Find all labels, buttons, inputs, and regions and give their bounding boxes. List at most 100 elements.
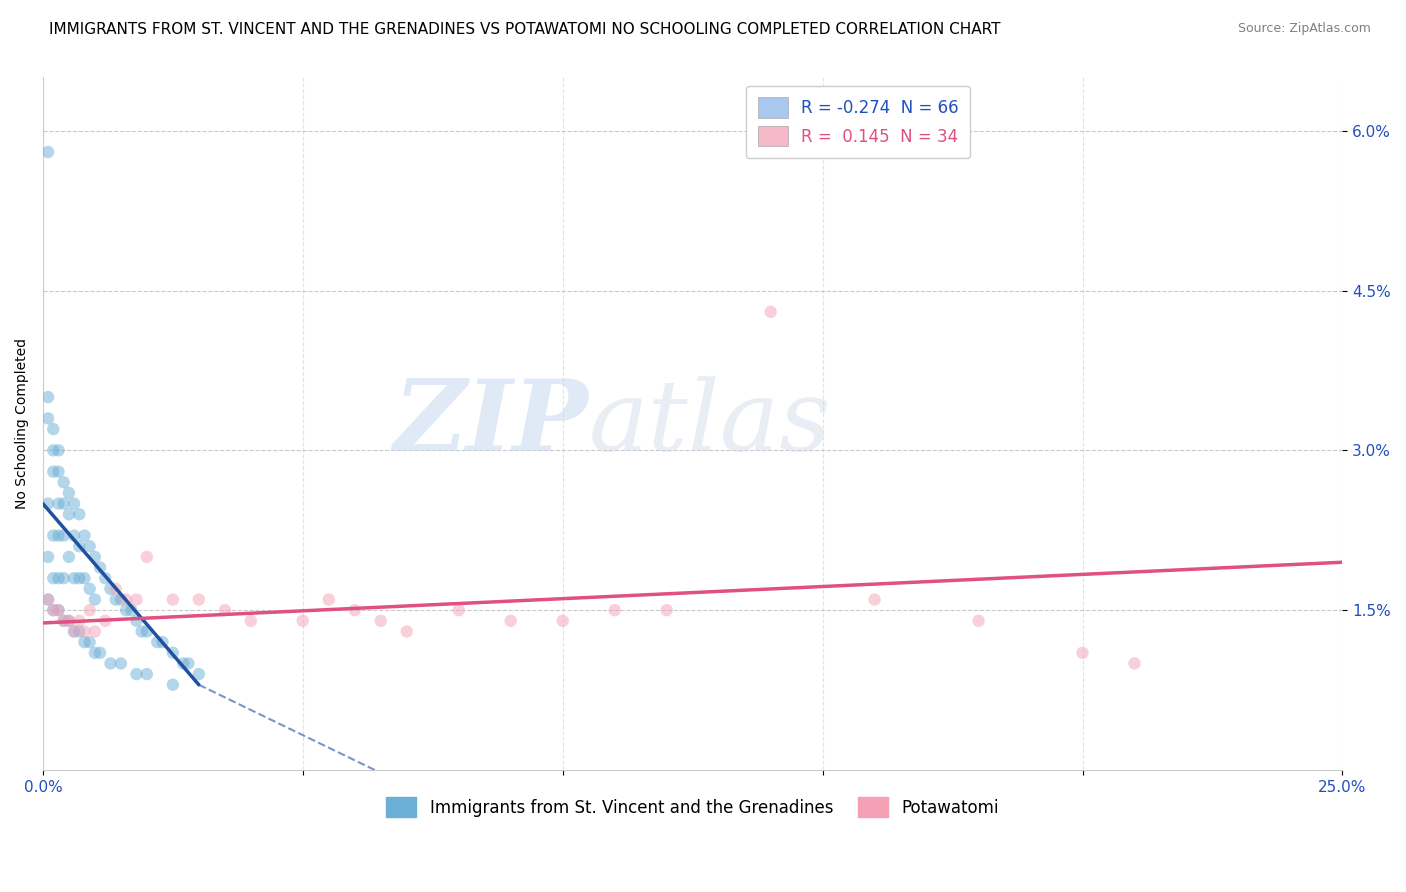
Point: [42, 603, 65, 617]
Point: [759, 305, 782, 319]
Point: [239, 614, 262, 628]
Point: [73, 571, 96, 585]
Point: [48, 497, 70, 511]
Point: [73, 635, 96, 649]
Point: [343, 603, 366, 617]
Point: [79, 582, 101, 596]
Point: [37, 592, 59, 607]
Point: [52, 475, 75, 490]
Point: [48, 528, 70, 542]
Point: [89, 646, 111, 660]
Point: [42, 603, 65, 617]
Text: atlas: atlas: [589, 376, 831, 471]
Point: [1123, 657, 1146, 671]
Text: Source: ZipAtlas.com: Source: ZipAtlas.com: [1237, 22, 1371, 36]
Point: [447, 603, 470, 617]
Point: [79, 603, 101, 617]
Point: [48, 603, 70, 617]
Point: [172, 657, 194, 671]
Point: [115, 592, 138, 607]
Point: [37, 411, 59, 425]
Point: [94, 571, 117, 585]
Point: [48, 465, 70, 479]
Point: [48, 571, 70, 585]
Point: [58, 486, 80, 500]
Point: [152, 635, 174, 649]
Point: [48, 603, 70, 617]
Point: [37, 549, 59, 564]
Point: [291, 614, 314, 628]
Point: [89, 560, 111, 574]
Point: [162, 646, 184, 660]
Point: [83, 592, 105, 607]
Point: [67, 624, 90, 639]
Point: [551, 614, 574, 628]
Point: [125, 592, 148, 607]
Point: [42, 571, 65, 585]
Point: [83, 646, 105, 660]
Point: [58, 614, 80, 628]
Point: [63, 497, 86, 511]
Point: [52, 528, 75, 542]
Point: [603, 603, 626, 617]
Point: [63, 571, 86, 585]
Point: [187, 667, 209, 681]
Point: [37, 390, 59, 404]
Point: [395, 624, 418, 639]
Point: [967, 614, 990, 628]
Point: [100, 657, 122, 671]
Point: [79, 539, 101, 553]
Point: [67, 614, 90, 628]
Point: [110, 657, 132, 671]
Point: [115, 603, 138, 617]
Point: [42, 465, 65, 479]
Point: [863, 592, 886, 607]
Point: [79, 635, 101, 649]
Point: [318, 592, 340, 607]
Point: [135, 624, 157, 639]
Point: [52, 497, 75, 511]
Point: [73, 528, 96, 542]
Point: [214, 603, 236, 617]
Point: [131, 624, 153, 639]
Point: [94, 614, 117, 628]
Point: [125, 667, 148, 681]
Point: [135, 667, 157, 681]
Point: [37, 592, 59, 607]
Point: [67, 571, 90, 585]
Point: [67, 539, 90, 553]
Point: [135, 549, 157, 564]
Point: [125, 614, 148, 628]
Point: [37, 145, 59, 159]
Text: IMMIGRANTS FROM ST. VINCENT AND THE GRENADINES VS POTAWATOMI NO SCHOOLING COMPLE: IMMIGRANTS FROM ST. VINCENT AND THE GREN…: [49, 22, 1001, 37]
Point: [42, 528, 65, 542]
Point: [83, 624, 105, 639]
Point: [146, 635, 169, 649]
Point: [37, 497, 59, 511]
Point: [52, 571, 75, 585]
Point: [52, 614, 75, 628]
Point: [63, 528, 86, 542]
Point: [63, 624, 86, 639]
Point: [42, 443, 65, 458]
Point: [499, 614, 522, 628]
Legend: Immigrants from St. Vincent and the Grenadines, Potawatomi: Immigrants from St. Vincent and the Gren…: [380, 790, 1005, 824]
Point: [58, 614, 80, 628]
Point: [655, 603, 678, 617]
Point: [73, 624, 96, 639]
Point: [1071, 646, 1094, 660]
Point: [187, 592, 209, 607]
Point: [58, 549, 80, 564]
Point: [63, 624, 86, 639]
Point: [370, 614, 392, 628]
Point: [83, 549, 105, 564]
Point: [67, 508, 90, 522]
Point: [58, 508, 80, 522]
Text: ZIP: ZIP: [394, 376, 589, 472]
Point: [110, 592, 132, 607]
Point: [120, 603, 142, 617]
Point: [104, 592, 127, 607]
Point: [162, 592, 184, 607]
Point: [177, 657, 200, 671]
Point: [162, 678, 184, 692]
